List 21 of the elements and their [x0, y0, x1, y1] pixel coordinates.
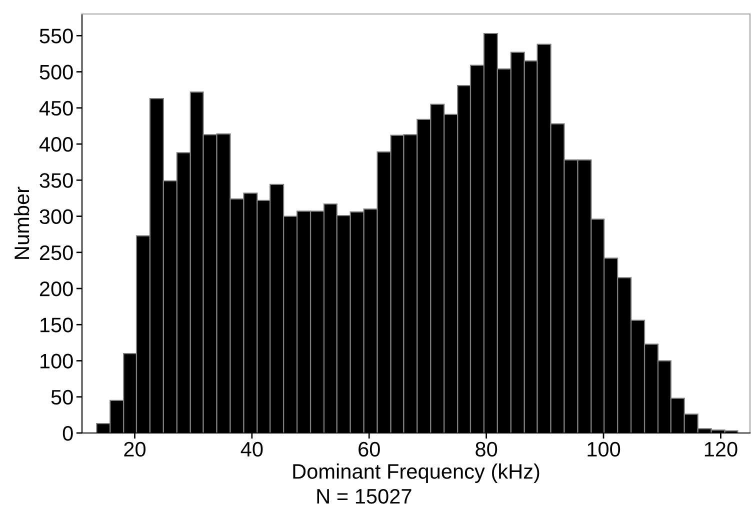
y-tick-label: 450 — [39, 100, 73, 116]
y-tick-label: 500 — [40, 64, 73, 80]
y-tick-label: 150 — [40, 318, 73, 332]
y-tick-label: 300 — [40, 209, 73, 224]
x-tick-label: 80 — [476, 442, 498, 457]
y-tick-label: 50 — [51, 390, 73, 405]
y-tick-label: 400 — [39, 137, 73, 152]
x-tick-label: 40 — [240, 442, 263, 457]
y-tick-label: 250 — [40, 245, 73, 260]
x-tick-label: 100 — [588, 442, 620, 457]
y-tick-label: 100 — [40, 354, 73, 369]
y-tick-label: 550 — [40, 28, 73, 44]
text: N = 15027 — [317, 488, 412, 504]
y-tick-label: 200 — [40, 282, 73, 296]
x-tick-label: 20 — [124, 442, 146, 457]
y-axis-title: Number — [14, 186, 30, 259]
y-tick-label: 0 — [62, 426, 73, 441]
x-tick-label: 120 — [704, 442, 738, 457]
x-axis-title: Dominant Frequency (kHz) — [293, 464, 540, 483]
x-tick-label: 60 — [358, 442, 380, 457]
y-tick-label: 350 — [40, 173, 73, 188]
